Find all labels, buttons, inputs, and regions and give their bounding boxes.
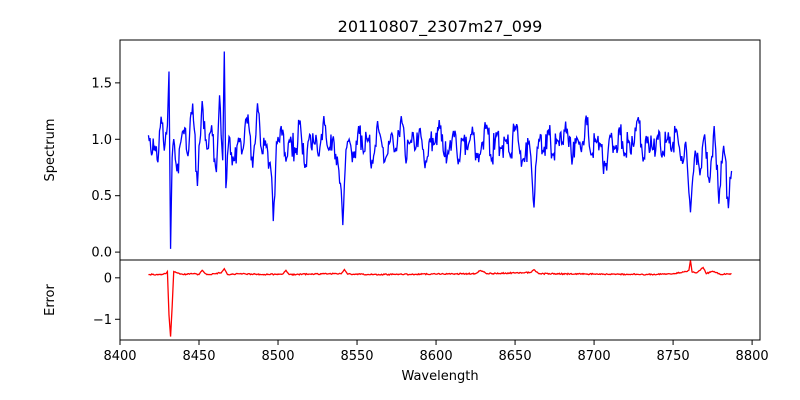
spectrum-y-axis-label: Spectrum: [43, 119, 58, 182]
error-y-ticks: 0 −1: [93, 271, 120, 328]
x-tick-label: 8500: [261, 349, 294, 364]
spectrum-y-tick-label: 0.0: [91, 246, 112, 261]
error-y-tick-label: 0: [104, 271, 112, 286]
spectrum-y-tick-label: 1.5: [91, 76, 112, 91]
error-series-line: [148, 260, 732, 337]
x-axis-label: Wavelength: [401, 369, 478, 384]
spectrum-panel: 0.0 0.5 1.0 1.5 Spectrum: [43, 39, 761, 261]
spectrum-series-line: [147, 51, 733, 249]
error-axes-frame: [119, 259, 761, 341]
x-tick-label: 8700: [578, 349, 611, 364]
error-y-axis-label: Error: [43, 284, 58, 316]
x-tick-label: 8550: [340, 349, 373, 364]
error-panel: 0 −1 8400 8450 8500 8550 8600 8650 8700 8750 8800…: [43, 259, 769, 384]
x-tick-label: 8750: [657, 349, 690, 364]
error-x-ticks: 8400 8450 8500 8550 8600 8650 8700 8750 8800: [103, 340, 769, 364]
x-tick-label: 8450: [182, 349, 215, 364]
spectrum-y-ticks: 0.0 0.5 1.0 1.5: [91, 76, 120, 261]
spectrum-y-tick-label: 0.5: [91, 189, 112, 204]
x-tick-label: 8800: [736, 349, 769, 364]
spectrum-y-tick-label: 1.0: [91, 133, 112, 148]
x-tick-label: 8600: [420, 349, 453, 364]
chart-title: 20110807_2307m27_099: [338, 17, 543, 37]
x-tick-label: 8650: [499, 349, 532, 364]
x-tick-label: 8400: [103, 349, 136, 364]
error-y-tick-label: −1: [93, 313, 112, 328]
